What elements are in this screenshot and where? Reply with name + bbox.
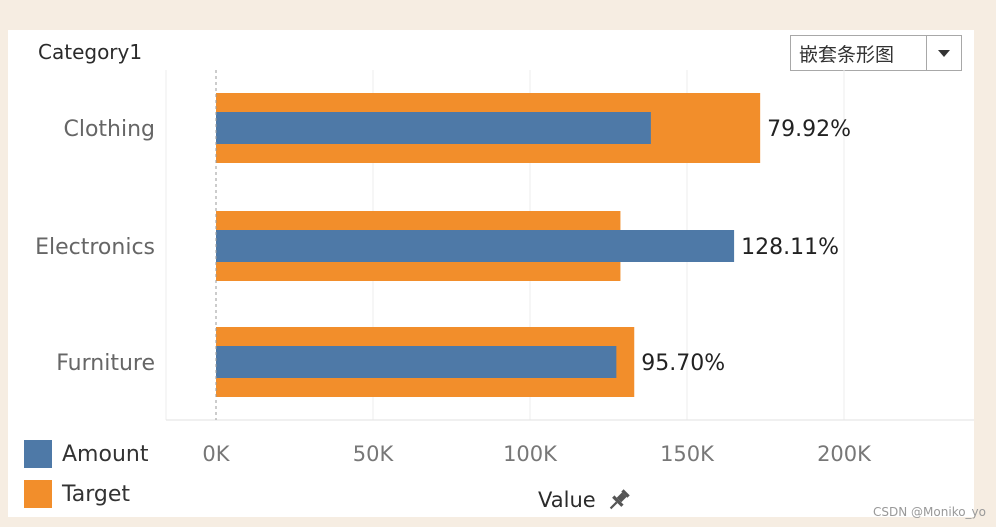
bar-amount-electronics (216, 230, 735, 262)
data-label-furniture: 95.70% (641, 351, 725, 376)
x-tick-label-150K: 150K (660, 442, 715, 466)
legend-swatch-amount (24, 440, 52, 468)
x-tick-label-0K: 0K (202, 442, 230, 466)
x-axis-title-text: Value (538, 488, 596, 512)
x-tick-label-200K: 200K (817, 442, 872, 466)
legend-swatch-target (24, 480, 52, 508)
x-tick-label-50K: 50K (353, 442, 395, 466)
legend: Amount Target (24, 440, 148, 520)
category-label-clothing: Clothing (63, 117, 155, 142)
data-label-electronics: 128.11% (741, 235, 839, 260)
legend-item-amount[interactable]: Amount (24, 440, 148, 468)
chart-type-dropdown[interactable]: 嵌套条形图 (790, 35, 962, 71)
x-tick-label-100K: 100K (503, 442, 558, 466)
x-axis-title: Value (538, 487, 632, 513)
watermark: CSDN @Moniko_yo (873, 505, 986, 519)
category-label-furniture: Furniture (56, 351, 155, 376)
bar-amount-furniture (216, 346, 617, 378)
legend-label-target: Target (62, 481, 131, 507)
category-label-electronics: Electronics (35, 235, 155, 260)
bar-amount-clothing (216, 112, 651, 144)
legend-label-amount: Amount (62, 441, 149, 467)
dropdown-toggle[interactable] (926, 36, 961, 70)
chart-type-dropdown-value: 嵌套条形图 (799, 43, 895, 66)
data-label-clothing: 79.92% (767, 117, 851, 142)
row-field-title: Category1 (38, 40, 143, 64)
legend-item-target[interactable]: Target (24, 480, 148, 508)
chevron-down-icon (938, 49, 950, 57)
pin-icon[interactable] (606, 487, 632, 513)
